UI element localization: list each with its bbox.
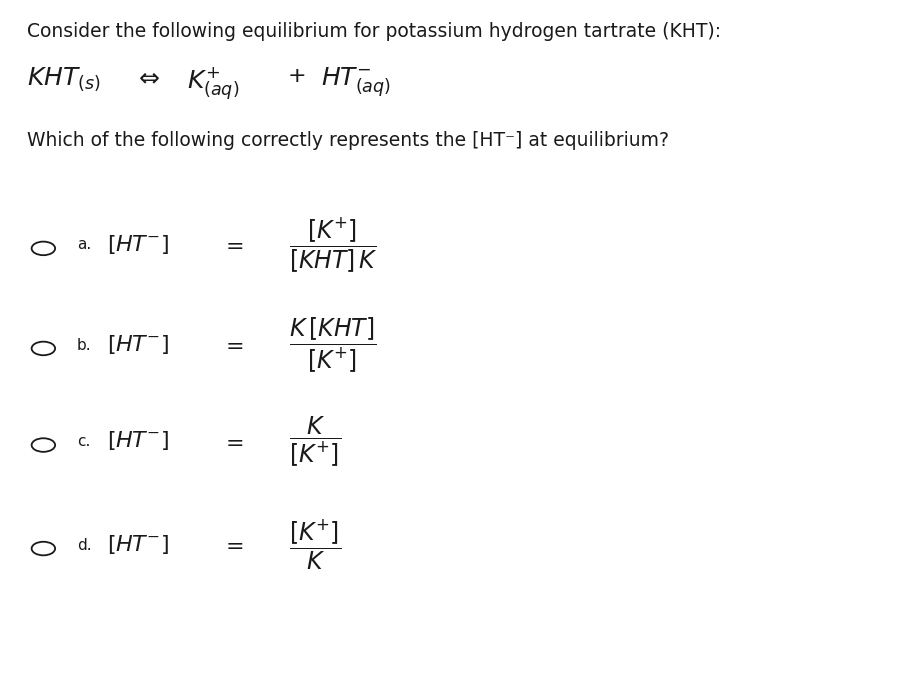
Text: $\it{K}^{+}_{(aq)}$: $\it{K}^{+}_{(aq)}$ xyxy=(187,66,239,102)
Text: $[HT^{-}]$: $[HT^{-}]$ xyxy=(107,233,169,256)
Text: $\dfrac{[K^{+}]}{[KHT]\,K}$: $\dfrac{[K^{+}]}{[KHT]\,K}$ xyxy=(289,215,378,275)
Text: $\it{HT}^{-}_{(aq)}$: $\it{HT}^{-}_{(aq)}$ xyxy=(321,66,390,99)
Text: $[HT^{-}]$: $[HT^{-}]$ xyxy=(107,533,169,556)
Text: $=$: $=$ xyxy=(221,432,243,451)
Text: Consider the following equilibrium for potassium hydrogen tartrate (KHT):: Consider the following equilibrium for p… xyxy=(27,22,721,41)
Text: $\dfrac{K}{[K^{+}]}$: $\dfrac{K}{[K^{+}]}$ xyxy=(289,415,341,469)
Text: Which of the following correctly represents the [HT⁻] at equilibrium?: Which of the following correctly represe… xyxy=(27,131,669,150)
Text: $\dfrac{K\,[KHT]}{[K^{+}]}$: $\dfrac{K\,[KHT]}{[K^{+}]}$ xyxy=(289,315,376,375)
Text: d.: d. xyxy=(77,538,91,553)
Text: $[HT^{-}]$: $[HT^{-}]$ xyxy=(107,333,169,356)
Text: c.: c. xyxy=(77,434,90,449)
Text: $=$: $=$ xyxy=(221,535,243,555)
Text: b.: b. xyxy=(77,337,91,353)
Text: $[HT^{-}]$: $[HT^{-}]$ xyxy=(107,429,169,453)
Text: $\it{KHT}_{(s)}$: $\it{KHT}_{(s)}$ xyxy=(27,66,101,93)
Text: $\Leftrightarrow$: $\Leftrightarrow$ xyxy=(134,66,160,90)
Text: a.: a. xyxy=(77,237,91,253)
Text: $+$: $+$ xyxy=(287,66,305,86)
Text: $=$: $=$ xyxy=(221,335,243,355)
Text: $\dfrac{[K^{+}]}{K}$: $\dfrac{[K^{+}]}{K}$ xyxy=(289,518,341,572)
Text: $=$: $=$ xyxy=(221,235,243,255)
